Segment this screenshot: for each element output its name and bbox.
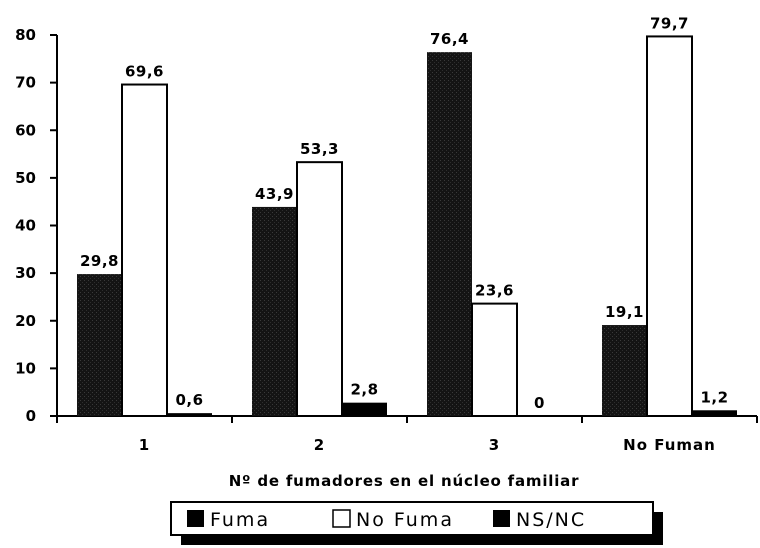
legend-box	[170, 501, 654, 536]
x-tick-label: 3	[489, 436, 500, 454]
bar-ns-nc	[342, 402, 387, 416]
data-label: 19,1	[605, 303, 644, 321]
bar-fuma	[77, 274, 122, 416]
bar-no-fuma	[296, 161, 343, 417]
bars	[77, 35, 737, 418]
x-tick-label: 2	[314, 436, 325, 454]
data-label: 1,2	[700, 388, 728, 406]
y-tick-label: 70	[15, 74, 36, 92]
legend-swatch-no-fuma	[332, 509, 351, 528]
legend-swatch-fuma	[187, 510, 204, 527]
x-axis: 1 2 3 No Fuman	[56, 415, 758, 454]
bar-no-fuma	[121, 83, 168, 417]
data-label: 79,7	[650, 14, 689, 32]
y-tick-label: 40	[15, 217, 36, 235]
data-label: 29,8	[80, 252, 119, 270]
x-tick-label: 1	[139, 436, 150, 454]
data-label: 23,6	[475, 282, 514, 300]
y-tick-label: 20	[15, 312, 36, 330]
data-label: 69,6	[125, 63, 164, 81]
y-axis: 0 10 20 30 40 50 60 70 80	[15, 26, 58, 425]
bar-ns-nc	[167, 413, 212, 416]
legend-swatch-ns-nc	[493, 510, 510, 527]
y-tick-label: 60	[15, 121, 36, 139]
legend-label-ns-nc: NS/NC	[516, 509, 586, 531]
legend-label-fuma: Fuma	[210, 509, 270, 531]
bar-fuma	[602, 325, 647, 416]
data-label: 2,8	[350, 381, 378, 399]
y-tick-label: 0	[26, 407, 36, 425]
x-axis-title: Nº de fumadores en el núcleo familiar	[229, 472, 580, 490]
bar-fuma	[252, 206, 297, 416]
y-tick-label: 50	[15, 169, 36, 187]
data-label: 76,4	[430, 30, 469, 48]
data-label: 43,9	[255, 185, 294, 203]
data-label: 53,3	[300, 140, 339, 158]
legend-label-no-fuma: No Fuma	[356, 509, 454, 531]
bar-no-fuma	[471, 302, 518, 418]
data-label: 0,6	[175, 391, 203, 409]
legend: Fuma No Fuma NS/NC	[170, 501, 663, 545]
y-tick-label: 80	[15, 26, 36, 44]
bar-no-fuma	[646, 35, 693, 418]
bar-fuma	[427, 52, 472, 417]
data-labels: 29,8 69,6 0,6 43,9 53,3 2,8 76,4 23,6 0 19,1 79,7 1…	[80, 14, 728, 412]
x-tick-label: No Fuman	[623, 436, 716, 454]
data-label: 0	[534, 394, 545, 412]
bar-ns-nc	[692, 410, 737, 416]
y-tick-label: 10	[15, 359, 36, 377]
y-tick-label: 30	[15, 264, 36, 282]
